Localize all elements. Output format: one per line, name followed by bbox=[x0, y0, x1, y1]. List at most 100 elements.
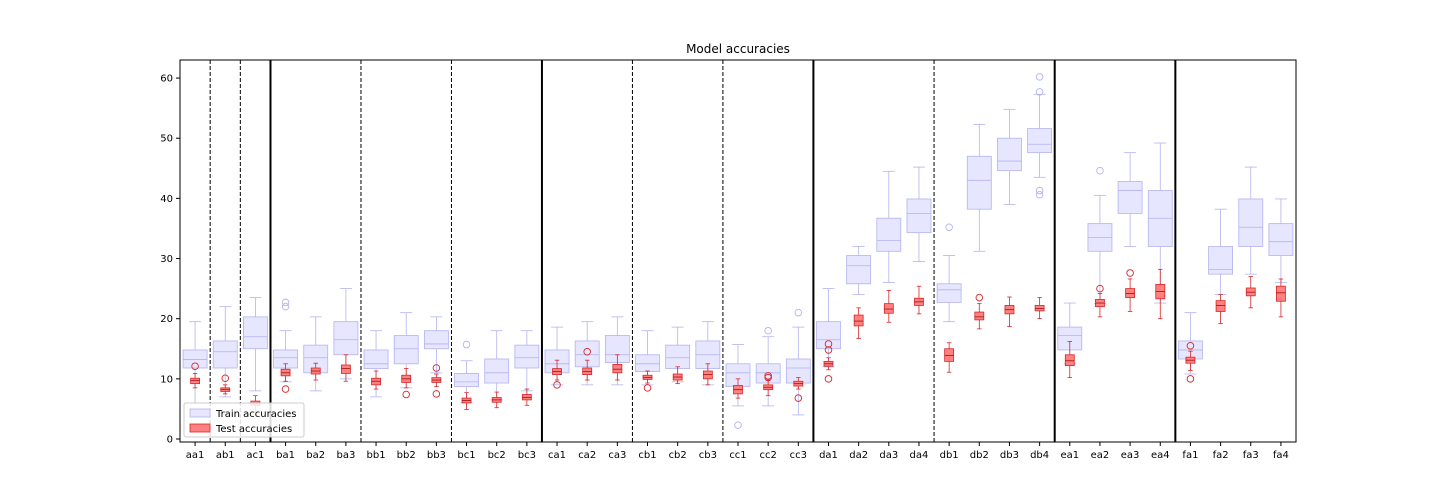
x-tick-label-ea3: ea3 bbox=[1121, 450, 1140, 461]
train-iqr-bc3 bbox=[514, 344, 540, 369]
test-box-bc1 bbox=[461, 392, 472, 410]
test-outlier-cb1-0 bbox=[643, 384, 652, 392]
test-box-db1 bbox=[944, 342, 955, 373]
train-iqr-db1 bbox=[936, 283, 962, 303]
train-iqr-db4 bbox=[1027, 128, 1053, 154]
test-box-ba3 bbox=[340, 354, 351, 382]
x-tick-label-db2: db2 bbox=[970, 450, 989, 461]
test-box-ba1 bbox=[280, 363, 291, 393]
train-iqr-ac1 bbox=[243, 316, 268, 350]
x-tick-label-fa4: fa4 bbox=[1273, 450, 1289, 461]
x-tick-label-fa1: fa1 bbox=[1182, 450, 1198, 461]
train-box-fa4 bbox=[1268, 198, 1294, 283]
train-box-fa2 bbox=[1208, 208, 1233, 296]
train-iqr-db2 bbox=[966, 155, 992, 210]
train-box-ea4 bbox=[1147, 142, 1173, 304]
group-separators bbox=[209, 60, 1177, 442]
test-iqr-ba3 bbox=[340, 364, 351, 374]
test-box-fa3 bbox=[1245, 276, 1256, 309]
x-tick-label-bc1: bc1 bbox=[457, 450, 475, 461]
x-tick-label-ba3: ba3 bbox=[336, 450, 355, 461]
train-box-aa1 bbox=[182, 321, 208, 404]
train-outlier-db4-1 bbox=[1035, 186, 1044, 195]
x-tick-label-ca1: ca1 bbox=[548, 450, 566, 461]
test-box-da3 bbox=[883, 290, 894, 323]
train-box-cc1 bbox=[725, 344, 751, 429]
test-box-bc3 bbox=[521, 388, 532, 406]
test-outlier-cc3-0 bbox=[794, 394, 803, 402]
train-box-db2 bbox=[966, 123, 992, 252]
train-iqr-ea3 bbox=[1117, 181, 1143, 214]
x-tick-label-ca2: ca2 bbox=[578, 450, 596, 461]
test-outlier-db2-0 bbox=[975, 293, 984, 302]
test-outlier-ca2-0 bbox=[583, 348, 591, 356]
train-iqr-bb3 bbox=[423, 330, 449, 350]
chart-title: Model accuracies bbox=[686, 42, 790, 56]
legend-box bbox=[183, 402, 305, 438]
train-iqr-bb2 bbox=[393, 335, 419, 365]
x-tick-label-cc3: cc3 bbox=[790, 450, 807, 461]
train-box-da3 bbox=[876, 170, 902, 283]
train-box-da2 bbox=[846, 246, 872, 296]
test-box-cb1 bbox=[642, 370, 653, 392]
x-tick-label-ac1: ac1 bbox=[246, 450, 264, 461]
train-iqr-bc2 bbox=[484, 358, 510, 384]
y-tick-label-50: 50 bbox=[160, 134, 173, 145]
train-outlier-cc3-0 bbox=[794, 308, 803, 317]
test-box-ba2 bbox=[310, 362, 321, 381]
legend-label-train: Train accuracies bbox=[215, 409, 297, 420]
train-box-bc3 bbox=[514, 330, 540, 392]
test-outlier-aa1-0 bbox=[191, 362, 199, 370]
test-box-bb3 bbox=[431, 364, 442, 398]
x-tick-label-ba2: ba2 bbox=[306, 450, 325, 461]
test-box-ea2 bbox=[1095, 284, 1105, 318]
test-outlier-ea2-0 bbox=[1096, 284, 1104, 293]
test-box-bb1 bbox=[371, 370, 381, 390]
train-box-bb3 bbox=[423, 316, 449, 374]
train-box-ea3 bbox=[1117, 152, 1143, 247]
x-tick-label-fa2: fa2 bbox=[1213, 450, 1229, 461]
x-tick-label-cc1: cc1 bbox=[729, 450, 746, 461]
train-box-cb2 bbox=[665, 326, 691, 383]
train-box-da1 bbox=[816, 288, 841, 368]
x-tick-label-bb1: bb1 bbox=[367, 450, 386, 461]
test-box-db4 bbox=[1034, 297, 1045, 320]
train-iqr-db3 bbox=[997, 137, 1022, 172]
train-iqr-ab1 bbox=[212, 340, 238, 369]
train-box-db4 bbox=[1027, 73, 1053, 199]
x-tick-label-ab1: ab1 bbox=[216, 450, 235, 461]
test-box-db2 bbox=[974, 293, 985, 330]
test-outlier-ba1-0 bbox=[281, 385, 290, 393]
y-tick-label-30: 30 bbox=[160, 254, 173, 265]
test-box-ca2 bbox=[582, 348, 593, 381]
x-tick-label-cb3: cb3 bbox=[699, 450, 717, 461]
train-box-bc2 bbox=[484, 330, 510, 401]
legend: Train accuracies Test accuracies bbox=[183, 402, 305, 438]
train-iqr-bc1 bbox=[454, 373, 479, 388]
x-tick-label-da1: da1 bbox=[819, 450, 838, 461]
test-outlier-cc2-1 bbox=[764, 372, 772, 380]
y-tick-label-60: 60 bbox=[160, 74, 173, 85]
train-outlier-db4-2 bbox=[1035, 88, 1044, 96]
x-tick-label-ea2: ea2 bbox=[1091, 450, 1110, 461]
x-tick-label-ea4: ea4 bbox=[1151, 450, 1170, 461]
test-box-da2 bbox=[853, 307, 864, 339]
train-outlier-cc1-0 bbox=[734, 421, 742, 429]
train-outlier-bc1-0 bbox=[462, 340, 471, 349]
train-iqr-aa1 bbox=[182, 349, 208, 369]
test-box-db3 bbox=[1004, 296, 1015, 327]
train-iqr-cb1 bbox=[635, 354, 660, 373]
x-tick-label-bc3: bc3 bbox=[518, 450, 536, 461]
train-iqr-bb1 bbox=[363, 349, 389, 370]
test-iqr-fa2 bbox=[1215, 300, 1226, 312]
train-box-db3 bbox=[997, 108, 1022, 205]
test-box-fa1 bbox=[1185, 341, 1196, 383]
x-tick-label-cc2: cc2 bbox=[759, 450, 776, 461]
test-outlier-bb3-0 bbox=[432, 390, 441, 398]
train-box-fa3 bbox=[1238, 166, 1264, 275]
test-outlier-da1-1 bbox=[824, 346, 833, 354]
test-outlier-ca1-0 bbox=[553, 381, 561, 389]
test-outlier-da1-2 bbox=[824, 340, 833, 348]
test-iqr-db2 bbox=[974, 311, 985, 321]
